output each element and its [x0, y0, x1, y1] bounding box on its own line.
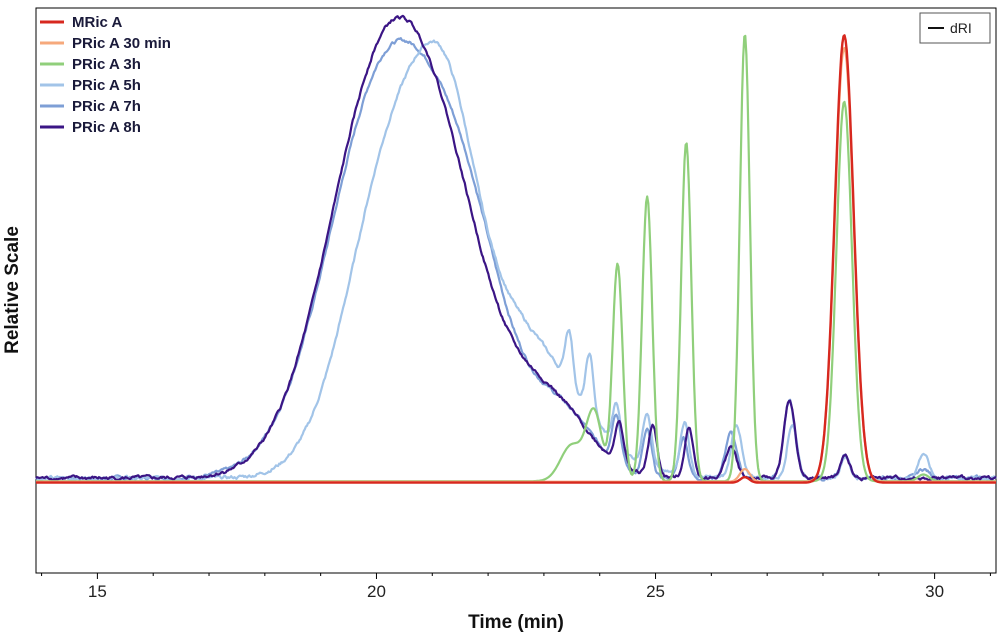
x-axis-ticks: 15 20 25 30 [41, 573, 991, 601]
legend-label-pric-a-3h: PRic A 3h [72, 56, 141, 73]
x-tick-label: 30 [925, 582, 944, 601]
x-tick-label: 25 [646, 582, 665, 601]
series-layer [35, 14, 997, 484]
detector-legend-label: dRI [950, 20, 972, 36]
legend-label-pric-a-7h: PRic A 7h [72, 98, 141, 115]
series-legend: MRic A PRic A 30 min PRic A 3h PRic A 5h PRi… [40, 14, 171, 136]
legend-label-mric-a: MRic A [72, 14, 122, 31]
y-axis-title: Relative Scale [2, 226, 23, 354]
legend-label-pric-a-30-min: PRic A 30 min [72, 35, 171, 52]
legend-label-pric-a-5h: PRic A 5h [72, 77, 141, 94]
detector-legend: dRI [919, 12, 991, 44]
series-line-mric-a [35, 34, 997, 484]
x-tick-label: 15 [88, 582, 107, 601]
plot-area [35, 7, 997, 574]
x-tick-label: 20 [367, 582, 386, 601]
series-line-pric-a-8h [35, 14, 997, 482]
legend-label-pric-a-8h: PRic A 8h [72, 119, 141, 136]
x-axis-title: Time (min) [468, 612, 564, 633]
